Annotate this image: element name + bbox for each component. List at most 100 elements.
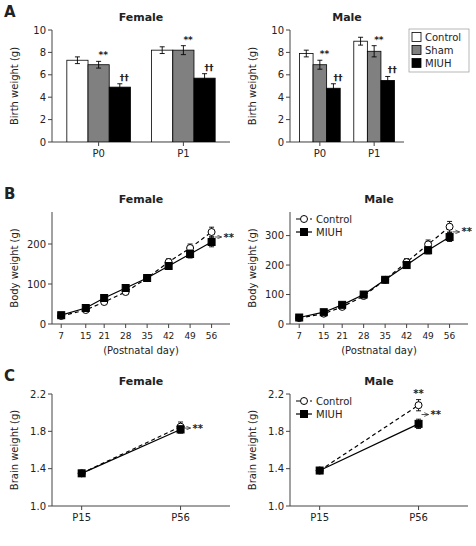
x-tick — [98, 142, 99, 146]
y-tick-label: 200 — [265, 260, 284, 271]
error-bar — [75, 57, 80, 64]
series-line — [320, 424, 419, 471]
panel-label: A — [4, 3, 16, 21]
x-tick — [299, 324, 300, 328]
y-tick — [286, 52, 290, 53]
panel-label: B — [4, 185, 15, 203]
marker — [415, 420, 422, 427]
x-tick-label: 15 — [80, 331, 91, 341]
y-tick — [48, 431, 52, 432]
y-tick-label: 6 — [40, 69, 46, 80]
y-tick-label: 8 — [40, 47, 46, 58]
plot-area — [300, 37, 395, 142]
y-tick — [286, 468, 290, 469]
bar — [367, 51, 381, 142]
x-axis-label: (Postnatal day) — [103, 345, 179, 356]
x-tick-label: 35 — [379, 331, 390, 341]
y-tick-label: 100 — [265, 289, 284, 300]
error-bar — [166, 263, 171, 269]
y-axis-label: Birth weight (g) — [247, 47, 258, 125]
x-tick-label: 49 — [184, 331, 196, 341]
y-axis-label: Brain weight (g) — [247, 410, 258, 491]
error-bar — [416, 400, 421, 411]
bar — [152, 50, 173, 142]
x-tick-label: P15 — [72, 512, 91, 523]
y-tick-label: 1.4 — [268, 463, 284, 474]
legend-swatch — [412, 46, 421, 55]
x-tick — [180, 506, 181, 510]
x-axis-line — [290, 324, 468, 325]
x-tick — [85, 324, 86, 328]
legend: ControlShamMIUH — [409, 29, 469, 72]
marker — [58, 312, 65, 319]
plot-area — [58, 227, 215, 319]
title: Male — [364, 193, 394, 206]
title: Male — [332, 11, 362, 24]
y-tick-label: 300 — [265, 230, 284, 241]
y-tick-label: 0 — [40, 319, 46, 330]
annotation: ** — [224, 232, 235, 243]
x-tick — [319, 142, 320, 146]
series-line — [299, 227, 449, 318]
error-bar — [385, 76, 390, 84]
x-tick-label: 28 — [358, 331, 370, 341]
y-axis-line — [290, 212, 291, 324]
error-bar — [145, 275, 150, 281]
error-bar — [331, 84, 336, 93]
x-axis-line — [52, 324, 230, 325]
marker — [446, 234, 453, 241]
y-axis-line — [290, 394, 291, 506]
panel: MaleBody weight (g)(Postnatal day)010020… — [247, 193, 473, 356]
marker — [320, 309, 327, 316]
x-tick-label: P15 — [310, 512, 329, 523]
y-axis-label: Body weight (g) — [247, 228, 258, 308]
x-tick-label: 7 — [296, 331, 302, 341]
marker — [187, 251, 194, 258]
y-axis-label: Body weight (g) — [9, 228, 20, 308]
y-tick-label: 1.0 — [30, 501, 46, 512]
error-bar — [178, 426, 183, 433]
x-tick — [61, 324, 62, 328]
annotation-arrow — [184, 428, 191, 429]
marker — [316, 467, 323, 474]
error-bar — [358, 37, 363, 45]
legend-label: MIUH — [316, 409, 342, 420]
error-bar — [317, 468, 322, 474]
annotation: †† — [205, 63, 215, 73]
bar — [194, 78, 215, 142]
legend-swatch — [412, 59, 421, 68]
x-tick — [81, 506, 82, 510]
y-tick-label: 2.2 — [30, 389, 46, 400]
y-tick — [48, 468, 52, 469]
marker — [425, 247, 432, 254]
x-tick — [147, 324, 148, 328]
legend-frame — [409, 29, 469, 72]
marker — [446, 223, 453, 230]
error-bar — [181, 46, 186, 55]
y-tick — [286, 30, 290, 31]
y-tick-label: 200 — [27, 239, 46, 250]
x-tick-label: 35 — [141, 331, 152, 341]
marker — [144, 275, 151, 282]
x-tick-label: P56 — [171, 512, 190, 523]
x-tick-label: 21 — [98, 331, 109, 341]
x-tick-label: P1 — [368, 148, 380, 159]
legend: ControlMIUH — [296, 214, 352, 238]
error-bar — [317, 468, 322, 474]
annotation-arrow — [422, 414, 429, 415]
legend-label: MIUH — [425, 58, 451, 69]
y-tick-label: 2.2 — [268, 389, 284, 400]
annotation-arrow — [453, 231, 460, 232]
marker — [78, 470, 85, 477]
bar — [381, 80, 395, 142]
plot-area — [67, 46, 215, 142]
panel: BFemaleBody weight (g)(Postnatal day)010… — [4, 185, 235, 356]
annotation: †† — [333, 73, 343, 83]
y-tick — [286, 506, 290, 507]
x-tick-label: 21 — [336, 331, 347, 341]
x-tick — [363, 324, 364, 328]
y-tick — [286, 265, 290, 266]
marker — [82, 305, 89, 312]
panel: CFemaleBrain weight (g)1.01.41.82.2P15P5… — [4, 367, 230, 523]
y-tick — [286, 142, 290, 143]
